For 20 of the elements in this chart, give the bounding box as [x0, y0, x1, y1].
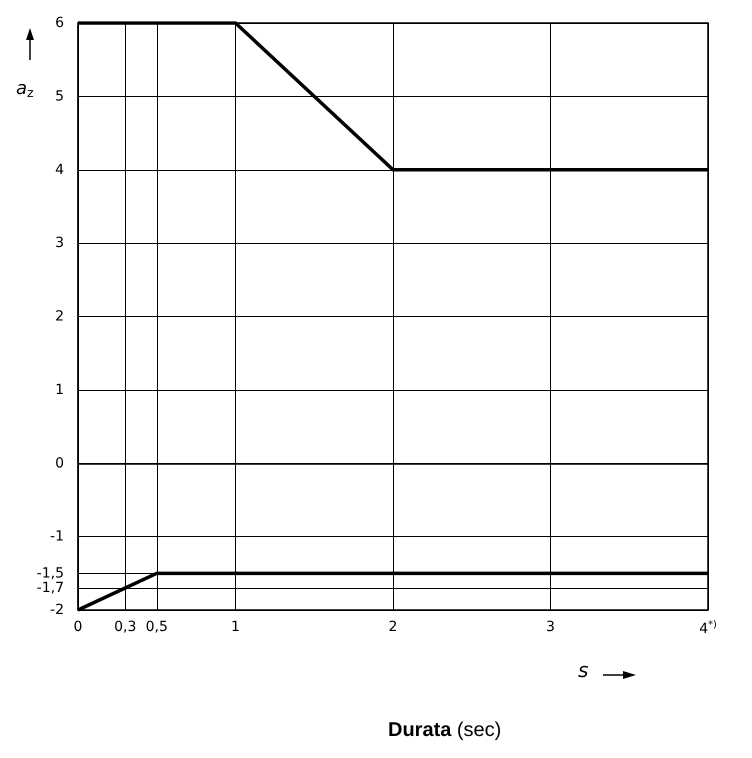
y-tick-label: -1	[50, 528, 64, 545]
y-tick-label: 3	[55, 235, 64, 252]
x-tick-label: 0,5	[146, 619, 168, 635]
y-tick-label: 2	[55, 308, 64, 324]
x-tick-label: 2	[388, 619, 398, 635]
text: Durata (sec)	[388, 719, 502, 741]
y-tick-label: 6	[55, 15, 64, 31]
y-tick-label: 0	[55, 455, 64, 472]
x-tick-label: 1	[231, 619, 240, 635]
y-tick-label: -1,5	[36, 565, 64, 582]
y-tick-label: -1,7	[36, 580, 64, 596]
x-tick-label: 0,3	[114, 619, 136, 635]
x-tick-label: 3	[546, 619, 555, 635]
y-tick-label: -2	[50, 602, 64, 618]
y-tick-label: 5	[55, 88, 64, 104]
x-tick-label: 0	[74, 619, 82, 635]
y-tick-label: 4	[55, 162, 64, 178]
y-tick-label: 1	[55, 382, 64, 398]
x-tick-label: 4*)	[699, 620, 717, 637]
x-axis-title: s	[578, 658, 588, 682]
